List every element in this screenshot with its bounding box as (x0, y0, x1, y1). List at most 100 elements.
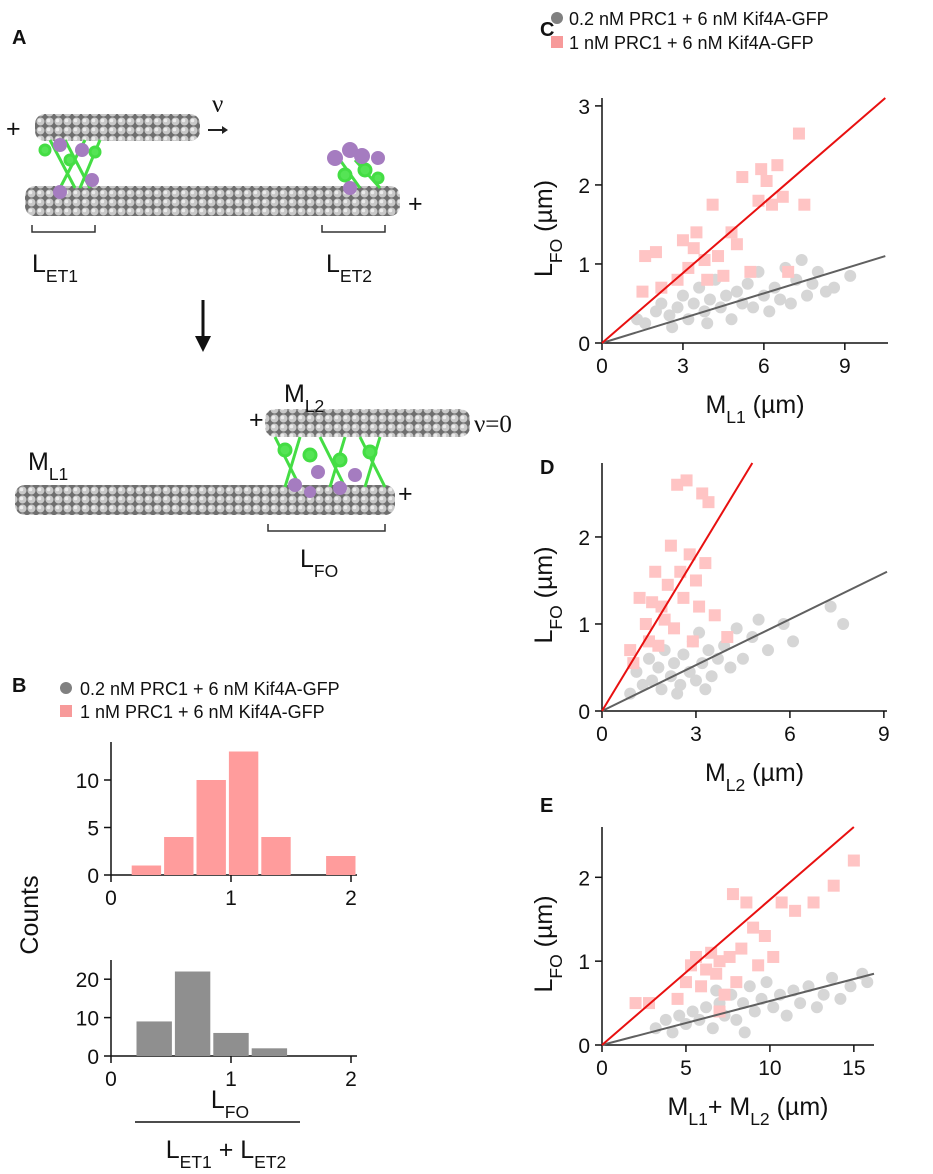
data-point (725, 313, 738, 326)
data-point (677, 591, 690, 604)
x-tick-label: 15 (842, 1057, 865, 1080)
y-axis-label-part: FO (546, 605, 566, 629)
y-tick-label: 10 (76, 770, 99, 793)
x-axis-label-part: + L (212, 1136, 254, 1164)
length-label-part: L (300, 545, 314, 573)
length-label: LET2 (326, 250, 372, 286)
data-point (679, 1018, 692, 1031)
data-point (736, 652, 749, 665)
bar (213, 1032, 249, 1056)
data-point (666, 1026, 679, 1039)
y-tick-label: 0 (578, 701, 590, 724)
fit-line (601, 826, 855, 1046)
data-point (760, 976, 773, 989)
data-point (782, 265, 795, 278)
y-tick-label: 0 (578, 1035, 590, 1058)
x-tick-label: 6 (784, 723, 796, 746)
data-point (827, 879, 840, 892)
x-tick-label: 9 (839, 355, 851, 378)
data-point (747, 301, 760, 314)
data-point (760, 174, 773, 187)
plus-end: + (398, 480, 413, 508)
data-point (758, 930, 771, 942)
x-axis-label-part: L2 (750, 1109, 769, 1129)
y-axis-label: LFO (µm) (530, 180, 566, 277)
y-axis-label-part: (µm) (530, 180, 558, 239)
data-point (679, 976, 692, 989)
bar (174, 971, 211, 1056)
data-point (717, 269, 730, 282)
data-point (642, 652, 655, 665)
data-point (712, 250, 725, 263)
data-point (724, 661, 737, 674)
data-point (666, 321, 679, 334)
panel-label: A (12, 27, 26, 49)
data-point (661, 578, 674, 591)
data-point (639, 250, 652, 263)
data-point (730, 976, 743, 989)
legend-marker (551, 36, 563, 48)
x-tick-label: 5 (680, 1057, 692, 1080)
data-point (646, 674, 659, 687)
y-axis-label-part: L (530, 979, 558, 993)
fit-line (601, 570, 888, 712)
data-point (649, 565, 662, 578)
data-point (629, 997, 642, 1010)
data-point (699, 557, 712, 570)
data-point (663, 309, 676, 322)
data-point (844, 269, 857, 282)
data-point (736, 171, 749, 184)
y-tick-label: 2 (578, 867, 590, 890)
x-tick-label: 0 (105, 1068, 117, 1091)
data-point (664, 539, 677, 552)
data-point (752, 613, 765, 626)
length-label-part: FO (314, 561, 338, 581)
data-point (744, 265, 757, 278)
plus-end: + (249, 406, 264, 434)
data-point (765, 198, 778, 211)
data-point (702, 644, 715, 657)
data-point (806, 277, 819, 290)
data-point (705, 670, 718, 683)
data-point (740, 896, 753, 909)
data-point (671, 478, 684, 491)
data-point (834, 992, 847, 1005)
data-point (687, 297, 700, 310)
data-point (780, 1009, 793, 1022)
data-point (784, 297, 797, 310)
data-point (792, 127, 805, 140)
data-point (701, 317, 714, 330)
plus-end: + (408, 190, 423, 218)
data-point (686, 1005, 699, 1018)
data-point (730, 285, 743, 298)
y-tick-label: 0 (87, 865, 99, 888)
data-point (730, 622, 743, 635)
data-point (706, 1022, 719, 1035)
data-point (755, 163, 768, 176)
data-point (624, 644, 637, 657)
legend-marker (60, 682, 72, 694)
data-point (752, 959, 765, 972)
y-axis-label-part: L (530, 263, 558, 277)
y-tick-label: 2 (578, 527, 590, 550)
x-tick-label: 3 (677, 355, 689, 378)
data-point (817, 988, 830, 1001)
data-point (741, 277, 754, 290)
data-point (826, 971, 839, 984)
y-axis-label-part: L (530, 630, 558, 644)
data-point (763, 305, 776, 318)
length-label-part: ET2 (340, 266, 372, 286)
data-point (798, 198, 811, 211)
microtubule-label-part: L2 (305, 396, 324, 416)
data-point (652, 661, 665, 674)
x-axis-label-part: M (668, 1093, 689, 1121)
data-point (787, 635, 800, 648)
data-point (861, 976, 874, 989)
data-point (747, 921, 760, 934)
data-point (743, 980, 756, 993)
y-tick-label: 5 (87, 818, 99, 841)
data-point (774, 293, 787, 306)
data-point (847, 854, 860, 867)
data-point (703, 293, 716, 306)
x-axis-label-part: L (166, 1136, 180, 1164)
